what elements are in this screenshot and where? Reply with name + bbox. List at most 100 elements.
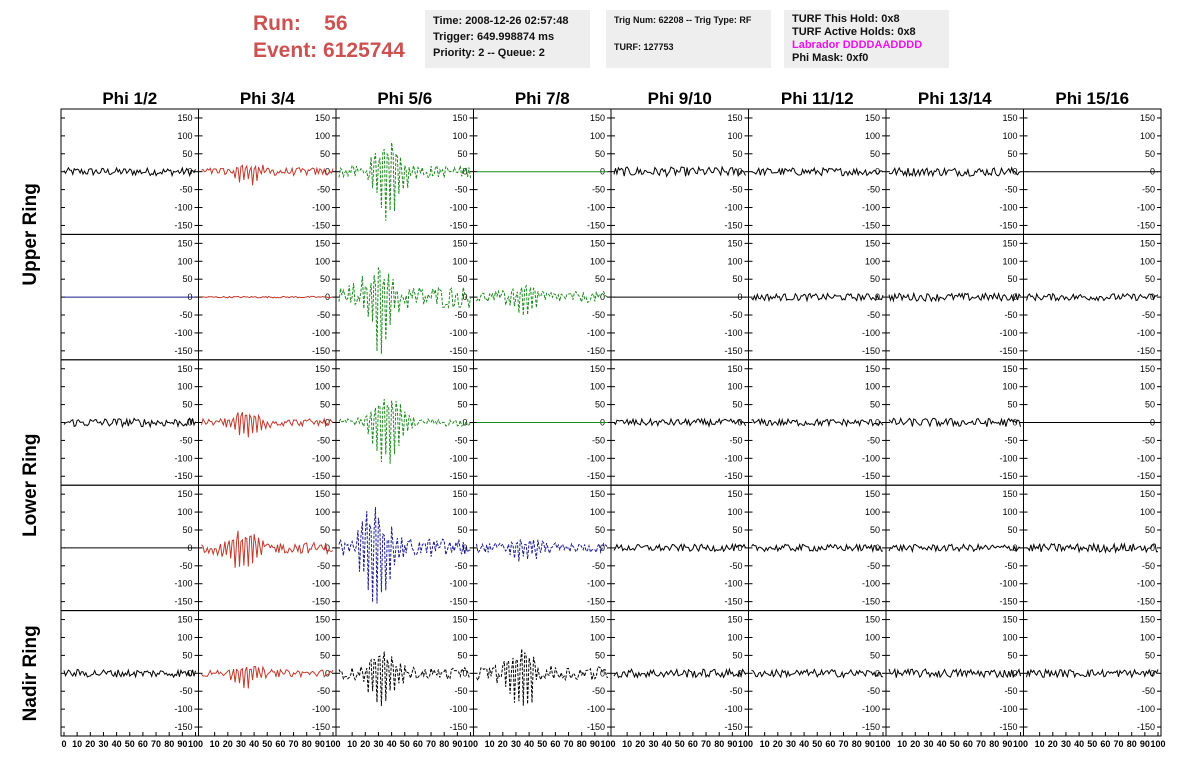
y-tick-label: 100: [727, 507, 742, 517]
x-tick-label: 40: [387, 739, 397, 749]
y-tick-label: 50: [457, 650, 467, 660]
y-tick-label: -150: [312, 597, 330, 607]
y-tick-label: -100: [724, 328, 742, 338]
y-tick-label: -100: [587, 453, 605, 463]
y-tick-label: -50: [1004, 310, 1017, 320]
y-tick-label: -100: [1137, 579, 1155, 589]
y-tick-label: 0: [875, 668, 880, 678]
x-tick-label: 70: [839, 739, 849, 749]
x-tick-label: 40: [112, 739, 122, 749]
y-tick-label: -100: [999, 704, 1017, 714]
y-tick-label: 0: [737, 543, 742, 553]
y-tick-label: -50: [729, 185, 742, 195]
event-row: Event: 6125744: [253, 37, 405, 64]
waveform-trace: [476, 648, 609, 706]
y-tick-label: 0: [462, 668, 467, 678]
x-tick-label: 100: [188, 739, 203, 749]
x-tick-label: 10: [72, 739, 82, 749]
x-tick-label: 20: [910, 739, 920, 749]
y-tick-label: 150: [1002, 489, 1017, 499]
x-tick-label: 20: [635, 739, 645, 749]
y-tick-label: 100: [452, 256, 467, 266]
y-tick-label: -50: [454, 561, 467, 571]
y-tick-label: 150: [452, 489, 467, 499]
y-tick-label: 100: [177, 382, 192, 392]
y-tick-label: 50: [870, 650, 880, 660]
y-tick-label: 0: [1150, 668, 1155, 678]
x-tick-label: 50: [400, 739, 410, 749]
y-tick-label: -50: [1142, 185, 1155, 195]
y-tick-label: -50: [1004, 185, 1017, 195]
y-tick-label: -100: [999, 453, 1017, 463]
y-tick-label: 100: [727, 382, 742, 392]
x-tick-label: 50: [950, 739, 960, 749]
y-tick-label: 0: [325, 418, 330, 428]
y-tick-label: 100: [590, 507, 605, 517]
x-tick-label: 60: [550, 739, 560, 749]
x-tick-label: 50: [262, 739, 272, 749]
waveform-trace: [751, 668, 884, 679]
y-tick-label: -150: [174, 722, 192, 732]
waveform-trace: [613, 667, 746, 679]
y-tick-label: -50: [729, 435, 742, 445]
waveform-trace: [476, 539, 609, 562]
y-tick-label: -100: [449, 579, 467, 589]
y-tick-label: 100: [865, 632, 880, 642]
x-tick-label: 30: [98, 739, 108, 749]
waveform-trace: [1026, 292, 1159, 302]
y-tick-label: 150: [1002, 364, 1017, 374]
x-tick-label: 70: [426, 739, 436, 749]
y-tick-label: 50: [595, 274, 605, 284]
x-tick-label: 80: [577, 739, 587, 749]
y-tick-label: 50: [1145, 400, 1155, 410]
panel-frame: [60, 610, 199, 737]
y-tick-label: -100: [1137, 203, 1155, 213]
y-tick-label: 100: [865, 382, 880, 392]
y-tick-label: -50: [1142, 435, 1155, 445]
y-tick-label: -50: [592, 686, 605, 696]
x-tick-label: 80: [852, 739, 862, 749]
time-text: Time: 2008-12-26 02:57:48: [433, 15, 569, 27]
y-tick-label: 50: [320, 149, 330, 159]
y-tick-label: -150: [587, 722, 605, 732]
y-tick-label: 100: [590, 131, 605, 141]
y-tick-label: -150: [999, 722, 1017, 732]
x-tick-label: 40: [662, 739, 672, 749]
y-tick-label: -100: [174, 203, 192, 213]
run-label: Run:: [253, 12, 301, 35]
y-tick-label: -50: [454, 435, 467, 445]
y-tick-label: -150: [862, 346, 880, 356]
y-tick-label: 50: [870, 274, 880, 284]
y-tick-label: -50: [729, 561, 742, 571]
y-tick-label: -50: [867, 561, 880, 571]
y-tick-label: 0: [462, 418, 467, 428]
y-tick-label: -150: [312, 471, 330, 481]
y-tick-label: 150: [865, 113, 880, 123]
x-tick-label: 80: [989, 739, 999, 749]
y-tick-label: 150: [590, 364, 605, 374]
y-tick-label: -150: [724, 220, 742, 230]
y-tick-label: 50: [1145, 525, 1155, 535]
waveform-trace: [63, 166, 196, 178]
waveform-trace: [338, 507, 471, 604]
y-tick-label: -150: [312, 722, 330, 732]
y-tick-label: -100: [999, 328, 1017, 338]
y-tick-label: -100: [174, 453, 192, 463]
y-tick-label: 100: [865, 507, 880, 517]
x-tick-label: 20: [223, 739, 233, 749]
x-tick-label: 90: [590, 739, 600, 749]
y-tick-label: 0: [1150, 543, 1155, 553]
y-tick-label: 50: [320, 650, 330, 660]
y-tick-label: -150: [999, 346, 1017, 356]
y-tick-label: 150: [315, 113, 330, 123]
x-tick-label: 70: [1114, 739, 1124, 749]
waveform-trace: [1026, 542, 1159, 555]
y-tick-label: -100: [312, 579, 330, 589]
y-tick-label: -100: [174, 579, 192, 589]
y-tick-label: 50: [457, 149, 467, 159]
y-tick-label: 100: [1002, 256, 1017, 266]
column-header: Phi 15/16: [1055, 89, 1129, 108]
y-tick-label: -50: [317, 310, 330, 320]
x-tick-label: 90: [865, 739, 875, 749]
y-tick-label: 50: [182, 650, 192, 660]
